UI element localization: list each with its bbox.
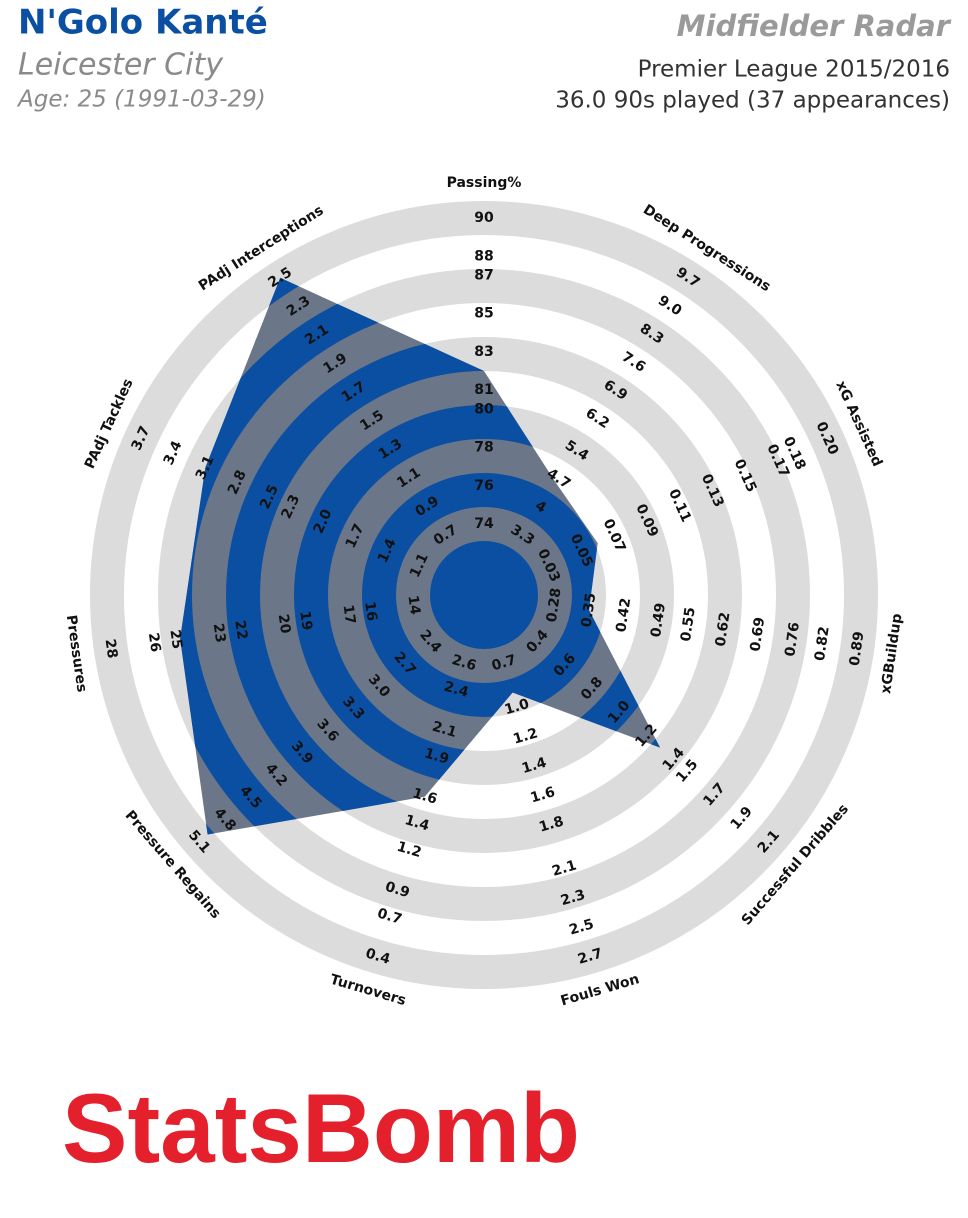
tick-label: 85 (474, 306, 493, 322)
tick-label: 0.76 (782, 621, 803, 657)
age: Age: 25 (1991-03-29) (16, 87, 266, 113)
tick-label: 78 (474, 440, 493, 456)
radar-title: Midfielder Radar (677, 9, 952, 43)
center-disk (430, 541, 538, 649)
tick-label: 20 (275, 613, 294, 635)
tick-label: 0.42 (613, 597, 634, 633)
radar: 74767880818385878890Passing%3.344.75.46.… (63, 175, 906, 1009)
competition: Premier League 2015/2016 (638, 57, 950, 83)
tick-label: 0.49 (648, 602, 669, 638)
tick-label: 0.62 (713, 611, 734, 647)
tick-label: 88 (474, 248, 493, 264)
minutes: 36.0 90s played (37 appearances) (555, 88, 950, 114)
tick-label: 1.4 (520, 755, 549, 777)
tick-label: 0.35 (579, 592, 600, 628)
tick-label: 0.28 (544, 587, 565, 623)
tick-label: 0.69 (747, 616, 768, 652)
tick-label: 1.9 (728, 804, 756, 833)
tick-label: 0.9 (383, 879, 411, 901)
tick-label: 28 (102, 638, 121, 660)
tick-label: 1.9 (422, 745, 450, 767)
tick-label: 2.6 (450, 652, 478, 674)
tick-label: 87 (474, 267, 493, 283)
tick-label: 0.55 (678, 606, 699, 642)
tick-label: 80 (474, 401, 494, 417)
tick-label: 1.0 (503, 696, 532, 718)
ring-band (158, 269, 810, 921)
tick-label: 25 (166, 629, 185, 651)
tick-label: 3.4 (161, 438, 186, 467)
tick-label: 6.2 (583, 405, 613, 432)
ring-band (90, 201, 878, 989)
tick-label: 1.2 (395, 839, 423, 861)
axis-title: Pressures (63, 614, 90, 694)
tick-label: 0.82 (812, 625, 833, 661)
tick-label: 2.1 (550, 857, 578, 879)
ring-band-inner (362, 473, 606, 717)
tick-label: 23 (210, 622, 229, 644)
tick-label: 7.6 (619, 349, 649, 376)
player-name: N'Golo Kanté (18, 3, 268, 43)
tick-label: 81 (474, 382, 493, 398)
tick-label: 76 (474, 478, 493, 494)
tick-label: 83 (474, 344, 493, 360)
tick-label: 26 (145, 632, 164, 654)
tick-label: 2.4 (442, 679, 471, 701)
tick-label: 22 (231, 619, 250, 641)
tick-label: 17 (340, 604, 359, 626)
tick-label: 9.0 (655, 293, 685, 320)
tick-label: 1.4 (403, 812, 432, 834)
tick-label: 1.6 (529, 784, 557, 806)
axis-title: Passing% (447, 175, 522, 191)
tick-label: 90 (474, 210, 494, 226)
tick-label: 2.7 (576, 946, 604, 968)
tick-label: 1.2 (511, 725, 539, 747)
tick-label: 2.1 (430, 719, 458, 741)
tick-label: 0.7 (490, 652, 518, 674)
tick-label: 0.89 (847, 630, 868, 666)
axis-title: xGBuildup (878, 613, 905, 695)
tick-label: 74 (474, 516, 494, 532)
tick-label: 0.4 (364, 946, 393, 968)
tick-label: 0.7 (375, 906, 403, 928)
tick-label: 16 (361, 601, 380, 623)
logo: StatsBomb (62, 1073, 580, 1183)
tick-label: 1.8 (537, 813, 565, 835)
tick-label: 19 (296, 610, 315, 632)
tick-label: 1.6 (411, 785, 439, 807)
tick-label: 2.3 (559, 887, 587, 909)
tick-label: 14 (404, 594, 423, 616)
tick-label: 2.5 (567, 916, 595, 938)
team: Leicester City (18, 48, 224, 83)
